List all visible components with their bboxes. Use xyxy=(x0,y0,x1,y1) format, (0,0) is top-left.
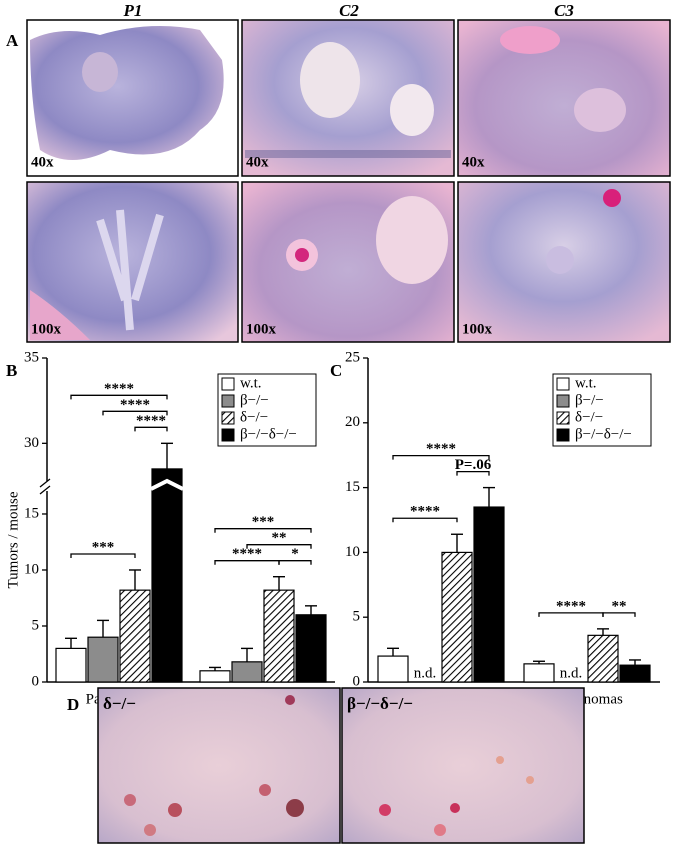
significance-label: **** xyxy=(232,546,262,562)
panel-label: A xyxy=(6,31,19,50)
y-tick-label: 30 xyxy=(24,435,39,451)
column-header: P1 xyxy=(123,1,143,20)
mouse-photos xyxy=(97,687,585,844)
column-header: C3 xyxy=(554,1,574,20)
magnification: 40x xyxy=(31,154,54,170)
significance-bracket xyxy=(456,470,490,476)
panel-label: B xyxy=(6,361,17,380)
bar xyxy=(119,589,151,683)
y-tick-label: 5 xyxy=(353,609,361,625)
significance-label: ** xyxy=(272,530,287,546)
legend-label: w.t. xyxy=(240,375,262,391)
legend-swatch xyxy=(221,377,235,391)
bar xyxy=(587,634,619,683)
y-tick-label: 15 xyxy=(345,479,360,495)
bar xyxy=(441,551,473,683)
significance-bracket xyxy=(392,517,458,523)
significance-label: *** xyxy=(92,539,115,555)
y-tick-label: 10 xyxy=(24,561,39,577)
significance-label: **** xyxy=(426,441,456,457)
missing-label: n.d. xyxy=(414,665,437,681)
y-tick-label: 10 xyxy=(345,544,360,560)
bar xyxy=(523,663,555,683)
bar xyxy=(199,670,231,683)
legend-swatch xyxy=(556,428,570,442)
magnification: 100x xyxy=(31,321,62,337)
significance-label: **** xyxy=(120,397,150,413)
y-tick-label: 0 xyxy=(353,673,361,689)
photo-label: β−/−δ−/− xyxy=(347,694,413,713)
legend-swatch xyxy=(221,428,235,442)
bar-break xyxy=(150,478,184,491)
legend-label: β−/−δ−/− xyxy=(575,426,632,442)
magnification: 100x xyxy=(462,321,493,337)
legend-label: β−/−δ−/− xyxy=(240,426,297,442)
column-header: C2 xyxy=(339,1,359,20)
bar xyxy=(151,468,183,683)
legend-label: β−/− xyxy=(240,392,269,408)
bar xyxy=(619,664,651,683)
legend-label: β−/− xyxy=(575,392,604,408)
bar xyxy=(231,661,263,683)
y-axis-label: Tumors / mouse xyxy=(5,491,21,588)
photo-label: δ−/− xyxy=(103,694,136,713)
significance-label: ** xyxy=(612,598,627,614)
y-tick-label: 0 xyxy=(32,673,40,689)
y-tick-label: 15 xyxy=(24,505,39,521)
axis-break xyxy=(39,478,51,495)
bar xyxy=(473,506,505,683)
legend-label: δ−/− xyxy=(575,409,603,425)
legend-swatch xyxy=(221,394,235,408)
legend-swatch xyxy=(556,394,570,408)
significance-bracket xyxy=(214,560,280,565)
magnification: 100x xyxy=(246,321,277,337)
significance-bracket xyxy=(134,426,168,432)
significance-label: **** xyxy=(104,381,134,397)
y-tick-label: 20 xyxy=(345,414,360,430)
missing-label: n.d. xyxy=(560,665,583,681)
legend-label: w.t. xyxy=(575,375,597,391)
significance-bracket xyxy=(70,394,168,400)
significance-bracket xyxy=(70,553,136,558)
legend-swatch xyxy=(556,377,570,391)
y-tick-label: 25 xyxy=(345,349,360,365)
histology-images xyxy=(26,19,671,343)
bar xyxy=(87,636,119,683)
significance-bracket xyxy=(102,410,168,416)
significance-label: **** xyxy=(410,504,440,520)
panel-label: C xyxy=(330,361,342,380)
significance-label: **** xyxy=(136,413,166,429)
magnification: 40x xyxy=(462,154,485,170)
magnification: 40x xyxy=(246,154,269,170)
legend-swatch xyxy=(221,411,235,425)
legend-box xyxy=(552,373,652,447)
significance-label: **** xyxy=(556,598,586,614)
bar xyxy=(377,655,409,683)
significance-bracket xyxy=(392,454,490,460)
significance-label: P=.06 xyxy=(455,457,492,473)
panel-label: D xyxy=(67,695,79,714)
significance-bracket xyxy=(602,612,636,617)
significance-label: * xyxy=(291,546,299,562)
significance-label: *** xyxy=(252,514,275,530)
legend-swatch xyxy=(556,411,570,425)
legend-box xyxy=(217,373,317,447)
legend-label: δ−/− xyxy=(240,409,268,425)
significance-bracket xyxy=(246,544,312,549)
y-tick-label: 35 xyxy=(24,349,39,365)
bar xyxy=(295,614,327,683)
significance-bracket xyxy=(214,528,312,533)
bar xyxy=(55,647,87,683)
chart: 0510152025PapillomasCarcinomasn.d.n.d.w.… xyxy=(345,349,660,707)
bar xyxy=(263,589,295,683)
y-tick-label: 5 xyxy=(32,617,40,633)
